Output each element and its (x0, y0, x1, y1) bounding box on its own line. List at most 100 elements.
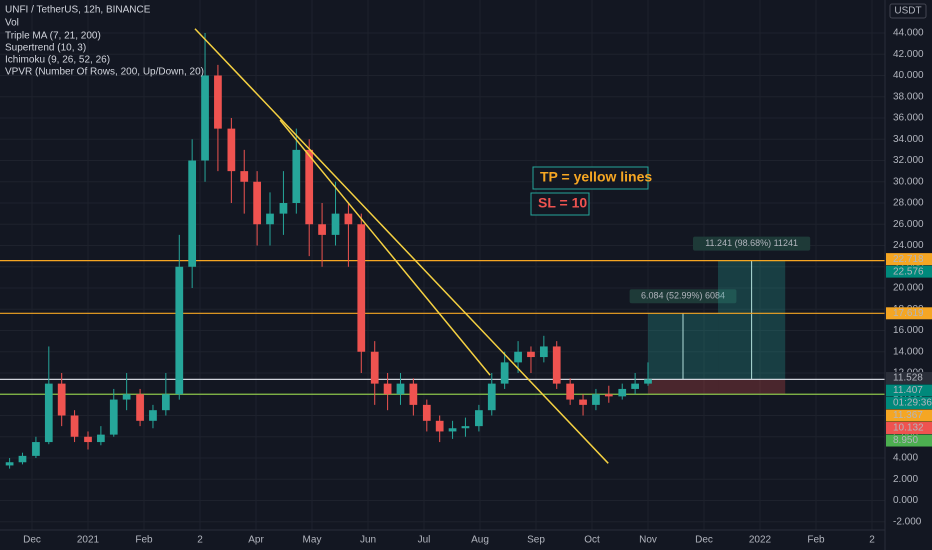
y-tick-label: 34.000 (893, 134, 924, 145)
loss-zone (718, 379, 786, 395)
y-tick-label: 4.000 (893, 453, 918, 464)
x-tick-label: Jun (360, 535, 376, 546)
candle-body (214, 75, 222, 129)
price-label-bg (886, 409, 932, 422)
trendline (279, 119, 491, 376)
annotation-box (530, 192, 590, 216)
price-label: 10.132 (893, 423, 924, 434)
candle-body (136, 394, 144, 421)
y-tick-label: 28.000 (893, 198, 924, 209)
candle-body (396, 383, 405, 395)
candle-body (32, 442, 40, 456)
candle-body (70, 415, 79, 437)
indicator: Triple MA (7, 21, 200) (5, 31, 101, 42)
candle-body (644, 379, 652, 384)
candle-body (175, 266, 184, 395)
candle-body (253, 181, 261, 225)
price-label-bg (886, 434, 932, 447)
currency-box[interactable] (889, 3, 927, 19)
x-tick-label: Aug (471, 535, 489, 546)
candle-body (97, 434, 105, 443)
x-tick-label: Jul (418, 535, 431, 546)
price-label: 11.407 (893, 385, 923, 396)
candle-body (422, 404, 431, 421)
position-label-bg (693, 236, 811, 251)
candle-body (461, 426, 470, 429)
y-tick-label: 0.000 (893, 495, 918, 506)
price-label-bg (886, 307, 932, 320)
annotation: SL = 10 (538, 195, 587, 211)
price-label-bg (886, 397, 932, 410)
annotation: TP = yellow lines (540, 169, 652, 185)
candle-body (409, 383, 418, 405)
candle-body (500, 362, 509, 384)
candle-body (109, 399, 118, 435)
candle-body (44, 383, 53, 443)
candle-body (383, 383, 392, 395)
price-label-bg (886, 422, 932, 435)
x-tick-label: 2022 (749, 535, 772, 546)
candle-body (435, 420, 444, 432)
price-label: 11.367 (893, 410, 923, 421)
candle-body (305, 149, 314, 225)
marks: 6.084 (52.99%) 6084 11.241 (98.68%) 11241 (0, 28, 885, 469)
price-label-bg (886, 384, 932, 397)
candle-body (149, 410, 157, 421)
price-label: 8.950 (893, 435, 918, 446)
candle-body (201, 75, 209, 161)
candle-body (266, 213, 274, 225)
candle-body (539, 346, 548, 358)
x-tick-label: Dec (23, 535, 41, 546)
y-tick-label: -2.000 (893, 516, 922, 527)
x-tick-label: Dec (695, 535, 713, 546)
y-tick-label: 24.000 (893, 240, 924, 251)
x-tick-label: Apr (248, 535, 264, 546)
candle-body (527, 351, 535, 358)
x-tick-label: Feb (135, 535, 153, 546)
indicator: Vol (5, 18, 19, 29)
candle-body (18, 455, 27, 463)
y-tick-label: 30.000 (893, 176, 924, 187)
candle-body (552, 346, 561, 384)
candle-body (279, 203, 288, 214)
candle-body (318, 224, 326, 235)
y-tick-label: 44.000 (893, 28, 924, 39)
candle-body (448, 428, 457, 432)
annotation-box (532, 166, 649, 190)
candle-body (370, 351, 379, 384)
candle-body (604, 394, 613, 397)
candle-body (514, 351, 522, 363)
x-tick-label: 2021 (77, 535, 100, 546)
candle-body (84, 436, 92, 443)
loss-zone (648, 379, 719, 395)
candle-body (618, 388, 627, 397)
candle-body (57, 383, 66, 416)
x-tick-label: May (303, 535, 322, 546)
indicator: Supertrend (10, 3) (5, 43, 86, 54)
y-tick-label: 38.000 (893, 91, 924, 102)
y-tick-label: 2.000 (893, 474, 918, 485)
candle-body (475, 410, 483, 427)
position-label-bg (629, 289, 737, 304)
candle-body (122, 394, 131, 400)
candle-body (487, 383, 496, 411)
indicator: VPVR (Number Of Rows, 200, Up/Down, 20) (5, 67, 204, 78)
candle-body (566, 383, 575, 400)
y-tick-label: 42.000 (893, 49, 924, 60)
candle-body (592, 394, 600, 405)
y-tick-label: 40.000 (893, 70, 924, 81)
price-label: 22.576 (893, 266, 924, 277)
chart-title: UNFI / TetherUS, 12h, BINANCE (5, 5, 151, 16)
indicator: Ichimoku (9, 26, 52, 26) (5, 55, 110, 66)
currency[interactable]: USDT (894, 6, 921, 17)
candle-body (188, 160, 197, 267)
y-tick-label: 20.000 (893, 283, 924, 294)
candle-body (161, 394, 170, 411)
candle-body (227, 128, 236, 172)
x-tick-label: Nov (639, 535, 657, 546)
price-label-bg (886, 265, 932, 278)
candle-body (5, 462, 14, 466)
candle-body (344, 213, 353, 225)
